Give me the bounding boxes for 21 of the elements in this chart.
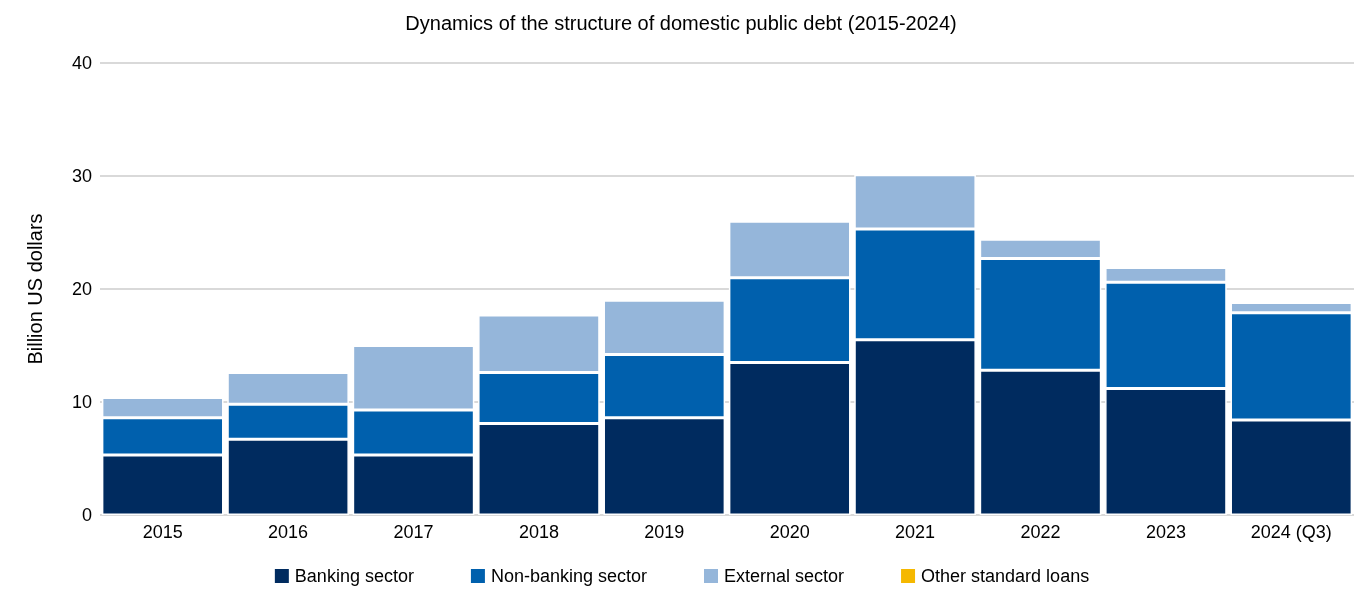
y-tick-label: 20 — [71, 279, 92, 299]
x-tick-label: 2024 (Q3) — [1250, 522, 1332, 542]
y-tick-label: 40 — [71, 53, 92, 73]
legend-label: External sector — [724, 566, 845, 586]
x-tick-label: 2018 — [518, 522, 559, 542]
x-tick-label: 2017 — [393, 522, 434, 542]
x-tick-label: 2015 — [142, 522, 183, 542]
legend-label: Banking sector — [294, 566, 414, 586]
x-tick-label: 2022 — [1020, 522, 1061, 542]
chart-title: Dynamics of the structure of domestic public debt (2015-2024) — [405, 12, 957, 34]
legend-label: Other standard loans — [921, 566, 1090, 586]
x-tick-label: 2023 — [1145, 522, 1186, 542]
x-tick-label: 2019 — [644, 522, 685, 542]
y-axis-title: Billion US dollars — [24, 213, 46, 365]
x-tick-label: 2016 — [268, 522, 309, 542]
y-tick-label: 30 — [71, 166, 92, 186]
x-tick-label: 2021 — [895, 522, 936, 542]
y-tick-label: 10 — [71, 392, 92, 412]
y-tick-label: 0 — [81, 505, 92, 525]
legend-label: Non-banking sector — [490, 566, 648, 586]
x-tick-label: 2020 — [769, 522, 810, 542]
